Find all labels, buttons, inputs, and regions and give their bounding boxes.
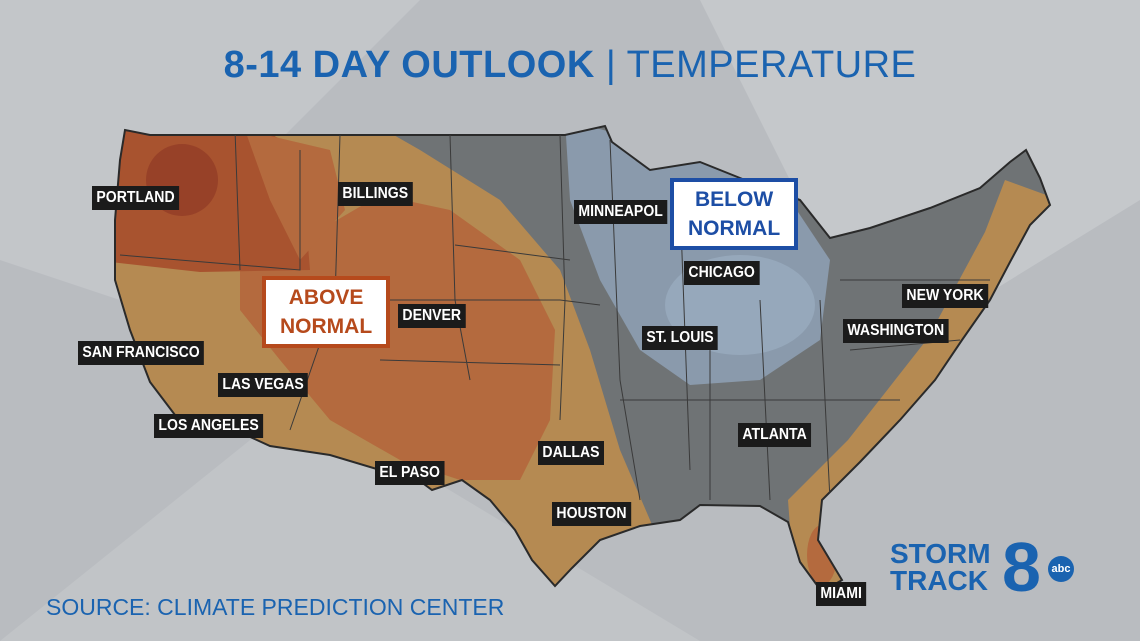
city-label: MIAMI xyxy=(816,582,867,606)
title-sub: TEMPERATURE xyxy=(626,44,917,86)
city-label: PORTLAND xyxy=(92,186,180,210)
city-label: LOS ANGELES xyxy=(154,414,264,438)
title-main: 8-14 DAY OUTLOOK xyxy=(223,44,595,86)
title-separator: | xyxy=(605,44,617,86)
city-label: NEW YORK xyxy=(902,284,988,308)
city-label: DENVER xyxy=(398,304,466,328)
region-line: ABOVE xyxy=(288,286,364,309)
city-label: MINNEAPOL xyxy=(574,200,668,224)
city-label: WASHINGTON xyxy=(843,319,949,343)
city-label: EL PASO xyxy=(375,461,445,485)
city-label: LAS VEGAS xyxy=(218,373,309,397)
region-line: BELOW xyxy=(695,188,774,211)
region-line: NORMAL xyxy=(688,217,781,240)
logo-line: STORM xyxy=(890,538,991,569)
city-label: CHICAGO xyxy=(684,261,760,285)
region-line: NORMAL xyxy=(280,315,373,338)
city-label: HOUSTON xyxy=(552,502,631,526)
source: SOURCE: CLIMATE PREDICTION CENTER xyxy=(46,594,505,620)
logo-line: TRACK xyxy=(890,565,988,596)
logo-number: 8 xyxy=(1002,528,1041,606)
zone-above xyxy=(240,195,555,480)
city-label: ATLANTA xyxy=(738,423,812,447)
region-box: ABOVE NORMAL xyxy=(262,276,391,348)
city-label: BILLINGS xyxy=(338,182,413,206)
city-label: DALLAS xyxy=(538,441,604,465)
state-lines xyxy=(119,129,990,501)
logo-network: abc xyxy=(1048,556,1074,582)
zone-above xyxy=(245,130,345,260)
region-box: BELOW NORMAL xyxy=(670,178,799,250)
bg-shape xyxy=(0,400,700,641)
title: 8-14 DAY OUTLOOK | TEMPERATURE xyxy=(0,44,1140,87)
bg-shape xyxy=(700,0,1140,360)
city-label: ST. LOUIS xyxy=(642,326,719,350)
city-label: SAN FRANCISCO xyxy=(78,341,205,365)
